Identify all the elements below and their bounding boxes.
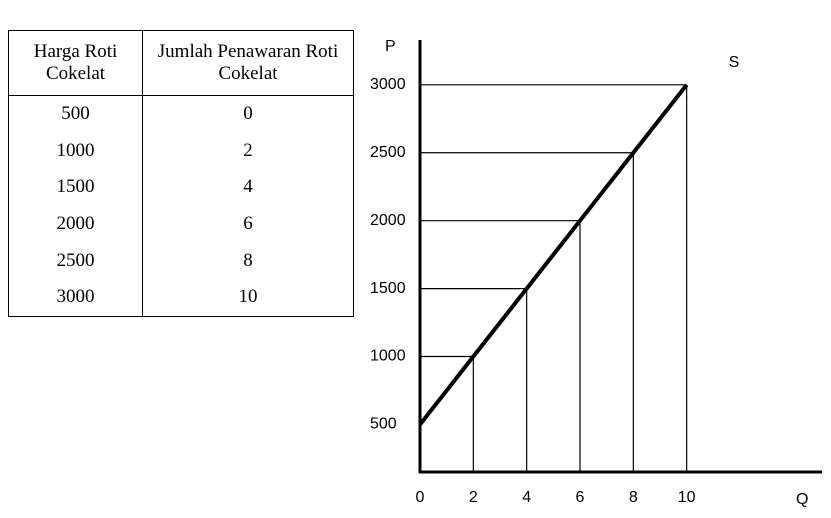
table-cell: 1000 (8, 132, 143, 170)
table-row: 3000 10 (8, 278, 354, 317)
y-tick-label: 2000 (370, 212, 406, 229)
y-tick-label: 2500 (370, 144, 406, 161)
header-cell: Jumlah Penawaran Roti Cokelat (142, 30, 354, 96)
y-tick-label: 500 (370, 416, 397, 433)
table-cell: 500 (8, 95, 143, 133)
x-tick-label: 4 (522, 489, 531, 506)
table-cell: 8 (142, 242, 354, 279)
series-label: S (729, 54, 740, 71)
table-row: 1000 2 (8, 132, 354, 170)
supply-line (418, 83, 689, 426)
x-tick-label: 6 (576, 489, 585, 506)
x-tick-label: 0 (416, 489, 425, 506)
x-tick-label: 2 (469, 489, 478, 506)
table-cell: 10 (142, 278, 354, 317)
header-cell: Harga Roti Cokelat (8, 30, 143, 96)
y-tick-label: 1500 (370, 280, 406, 297)
table-row: 500 0 (8, 95, 354, 133)
table-row: 2500 8 (8, 242, 354, 279)
table-cell: 4 (142, 169, 354, 206)
supply-table: Harga Roti Cokelat Jumlah Penawaran Roti… (8, 30, 354, 317)
y-tick-label: 1000 (370, 348, 406, 365)
table-cell: 1500 (8, 169, 143, 206)
y-axis-label: P (385, 38, 396, 55)
table-row: 1500 4 (8, 169, 354, 206)
y-tick-label: 3000 (370, 76, 406, 93)
table-cell: 3000 (8, 278, 143, 317)
x-tick-label: 10 (678, 489, 696, 506)
table-cell: 0 (142, 95, 354, 133)
table-cell: 6 (142, 205, 354, 243)
table-cell: 2 (142, 132, 354, 170)
table-row: 2000 6 (8, 205, 354, 243)
x-tick-label: 8 (629, 489, 638, 506)
table-cell: 2000 (8, 205, 143, 243)
table-cell: 2500 (8, 242, 143, 279)
x-axis-label: Q (796, 491, 808, 508)
header-row: Harga Roti Cokelat Jumlah Penawaran Roti… (8, 30, 354, 96)
